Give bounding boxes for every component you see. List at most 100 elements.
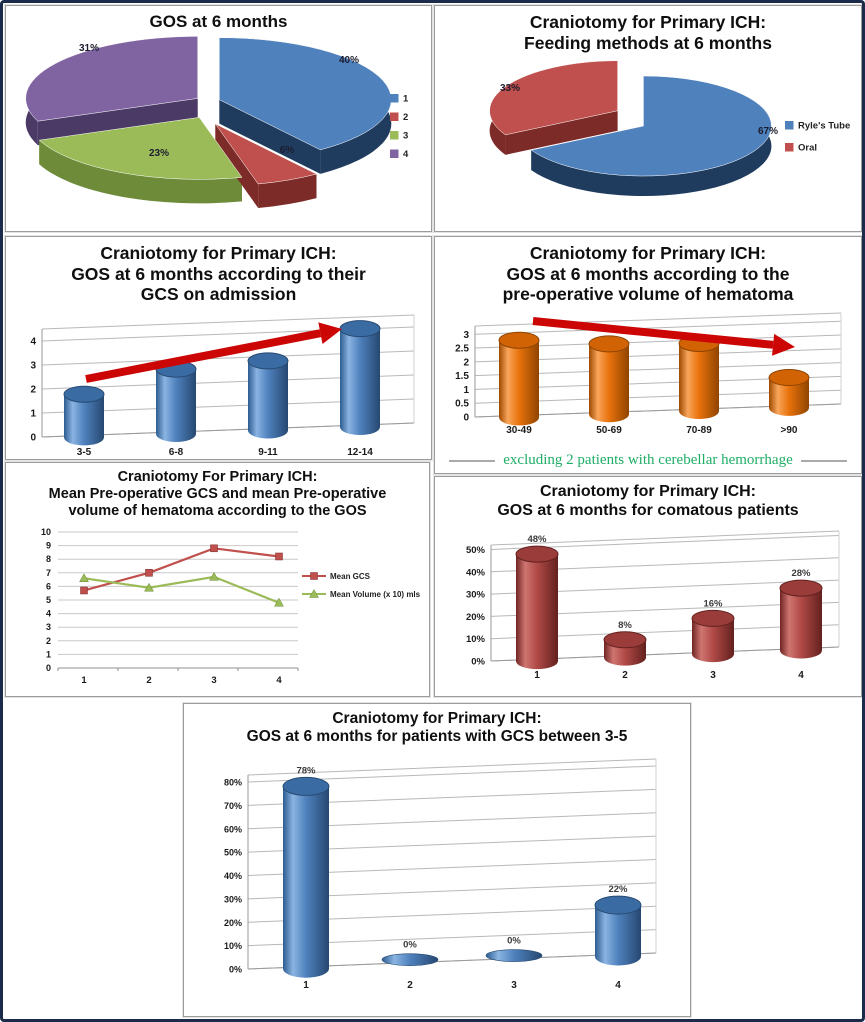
bar-top-cap (63, 385, 105, 403)
panel-gos-comatous: Craniotomy for Primary ICH: GOS at 6 mon… (434, 476, 862, 697)
y-tick-label: 3 (30, 360, 36, 371)
pie-slice (489, 60, 618, 136)
marker-square (80, 587, 88, 595)
bar-body (679, 343, 719, 411)
category-label: 2 (407, 980, 413, 991)
data-label: 78% (296, 765, 316, 776)
chart-title-gos-gcs-3-5: Craniotomy for Primary ICH: GOS at 6 mon… (246, 710, 628, 746)
gos-by-gcs-bar-chart: 0 1 2 3 4 3-5 6-8 9-11 12-14 (30, 314, 415, 458)
bar-body (516, 553, 558, 661)
pie-value-label: 23% (149, 148, 169, 159)
y-tick-label: 0 (46, 663, 51, 673)
marker-triangle (309, 589, 319, 599)
pie-slice (219, 37, 392, 151)
y-tick-label: 8 (46, 555, 51, 565)
marker-triangle (209, 572, 219, 581)
gos-gcs-3-5-bar-chart: 0%10%20%30%40%50%60%70%80%78%10%20%322%4 (224, 758, 657, 991)
series-line (83, 576, 280, 605)
pie-value-label: 40% (339, 55, 359, 66)
trend-arrow-head (772, 333, 795, 356)
bar-top-cap (247, 352, 289, 370)
bar-top-cap (779, 579, 823, 597)
y-tick-label: 40% (466, 567, 486, 578)
bar-top-cap (768, 368, 810, 386)
chart-title-mean-gcs-volume: Craniotomy For Primary ICH: Mean Pre-ope… (48, 469, 387, 520)
back-wall-top (41, 314, 415, 330)
data-label: 8% (618, 620, 632, 631)
chart-title-feeding-pie: Craniotomy for Primary ICH: Feeding meth… (524, 12, 772, 53)
bar-top-cap (588, 335, 630, 353)
category-label: 4 (615, 980, 621, 991)
bar-body (248, 360, 288, 431)
bar-body (283, 785, 329, 969)
pie-value-label: 33% (500, 83, 520, 94)
category-label: 4 (798, 670, 804, 681)
x-tick-label: 1 (81, 675, 87, 686)
legend-swatch (390, 112, 399, 122)
data-label: 48% (527, 534, 547, 545)
category-label: 3 (511, 980, 517, 991)
legend-label: 1 (403, 94, 409, 105)
pie-slice-side (219, 99, 321, 174)
pie-slice (530, 76, 772, 177)
category-label: 3 (710, 670, 716, 681)
gos-by-volume-bar-chart: 0 0.5 1 1.5 2 2.5 3 30-49 50-69 70-89 >90 (455, 312, 842, 436)
bar-body (156, 369, 196, 434)
category-label: 50-69 (596, 425, 622, 436)
y-tick-label: 10% (466, 634, 486, 645)
panel-gos-by-volume: Craniotomy for Primary ICH: GOS at 6 mon… (434, 236, 862, 474)
y-tick-label: 4 (30, 336, 36, 347)
bar-top-cap (339, 320, 381, 338)
marker-triangle (274, 598, 284, 607)
y-tick-label: 9 (46, 541, 51, 551)
trend-arrow-head (318, 322, 342, 344)
series-line (83, 547, 280, 592)
y-tick-label: 30% (466, 589, 486, 600)
y-tick-label: 1.5 (455, 371, 469, 382)
x-tick-label: 2 (146, 675, 151, 686)
y-tick-label: 80% (224, 777, 242, 787)
y-tick-label: 60% (224, 824, 242, 834)
category-label: 1 (534, 670, 540, 681)
y-tick-label: 6 (46, 582, 51, 592)
y-tick-label: 5 (46, 595, 51, 605)
data-label: 22% (608, 884, 628, 895)
y-tick-label: 1 (30, 408, 36, 419)
panel-feeding-pie: Craniotomy for Primary ICH: Feeding meth… (434, 5, 862, 232)
y-tick-label: 40% (224, 871, 242, 881)
x-tick-label: 4 (276, 675, 282, 686)
back-wall-top (474, 312, 842, 327)
category-label: 2 (622, 670, 628, 681)
legend-swatch (785, 143, 794, 152)
bar-top-cap (498, 331, 540, 349)
category-label: 9-11 (258, 447, 278, 458)
panel-gos-gcs-3-5: Craniotomy for Primary ICH: GOS at 6 mon… (183, 703, 691, 1017)
y-tick-label: 70% (224, 800, 242, 810)
pie-value-label: 31% (79, 43, 99, 54)
pie-slice-side (505, 111, 618, 156)
y-tick-label: 4 (46, 609, 51, 619)
x-tick-label: 3 (211, 675, 216, 686)
back-wall-top (490, 530, 840, 546)
bar-top-cap (282, 776, 330, 796)
chart-title-gos-by-gcs: Craniotomy for Primary ICH: GOS at 6 mon… (71, 243, 366, 305)
data-label: 0% (507, 935, 521, 946)
gos-pie-chart: 40% 6% 23% 31% 1 2 3 4 (25, 36, 409, 209)
legend-label: 4 (403, 149, 409, 160)
legend-label: Mean GCS (330, 572, 371, 581)
y-tick-label: 2.5 (455, 343, 469, 354)
marker-square (210, 544, 218, 553)
y-tick-label: 10 (41, 527, 51, 537)
legend-label: 3 (403, 131, 408, 142)
y-tick-label: 0 (30, 432, 36, 443)
y-tick-label: 20% (466, 612, 486, 623)
mean-gcs-volume-line-chart: 0 1 2 3 4 5 6 7 8 9 10 1 2 3 4 Mean GCS Mean Volume (x 1… (41, 527, 421, 686)
pie-value-label: 6% (280, 145, 295, 156)
y-tick-label: 10% (224, 941, 242, 951)
category-label: 3-5 (77, 447, 92, 458)
chart-title-gos-pie: GOS at 6 months (149, 12, 288, 31)
bar-top-cap (515, 545, 559, 563)
gos-comatous-bar-chart: 0% 10% 20% 30% 40% 50% 48% 1 8% 2 16% 3 28% 4 (466, 530, 840, 681)
category-label: >90 (781, 425, 798, 436)
legend-swatch (390, 149, 399, 159)
